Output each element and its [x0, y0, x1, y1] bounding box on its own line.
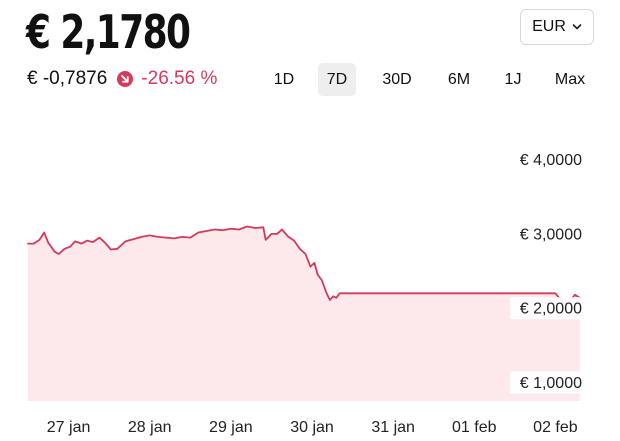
- y-tick-label: € 3,0000: [520, 226, 582, 243]
- x-tick-label: 28 jan: [128, 419, 172, 436]
- change-absolute: € -0,7876: [27, 68, 108, 89]
- timeframe-1j-button[interactable]: 1J: [504, 70, 522, 88]
- x-tick-label: 31 jan: [371, 419, 415, 436]
- current-price: € 2,1780: [26, 5, 191, 59]
- y-tick-label-bg: [510, 222, 590, 245]
- y-tick-label-bg: [510, 148, 590, 171]
- x-tick-label: 30 jan: [290, 419, 334, 436]
- arrow-down-right-icon: [117, 71, 134, 87]
- y-tick-label: € 2,0000: [520, 301, 582, 318]
- timeframe-7d-button[interactable]: 7D: [318, 63, 356, 96]
- y-tick-label: € 4,0000: [520, 152, 582, 169]
- x-tick-label: 02 feb: [533, 419, 578, 436]
- timeframe-6m-button[interactable]: 6M: [447, 70, 471, 88]
- change-percent: -26.56 %: [141, 68, 218, 89]
- currency-selected-label: EUR: [532, 18, 566, 35]
- currency-dropdown[interactable]: EUR: [520, 9, 594, 45]
- chevron-down-icon: [572, 24, 582, 30]
- x-tick-label: 27 jan: [47, 419, 91, 436]
- y-tick-label-bg: [510, 371, 590, 394]
- price-line: [27, 225, 581, 306]
- x-tick-label: 01 feb: [452, 419, 497, 436]
- timeframe-1d-button[interactable]: 1D: [273, 70, 295, 88]
- price-area-fill: [28, 226, 580, 401]
- y-tick-label-bg: [510, 297, 590, 320]
- timeframe-max-button[interactable]: Max: [554, 70, 586, 88]
- x-tick-label: 29 jan: [209, 419, 253, 436]
- price-change-row: € -0,7876 -26.56 %: [27, 64, 217, 94]
- timeframe-30d-button[interactable]: 30D: [382, 70, 412, 88]
- y-tick-label: € 1,0000: [520, 375, 582, 392]
